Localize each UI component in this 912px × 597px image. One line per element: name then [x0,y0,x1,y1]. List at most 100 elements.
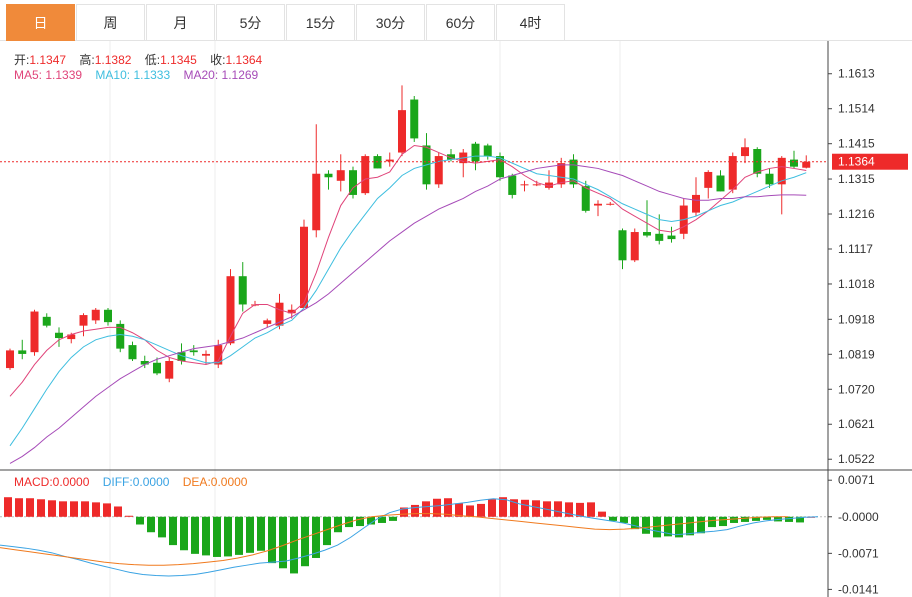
high-value: 1.1382 [94,53,132,67]
ma20-label: MA20: [183,68,219,82]
ma10-line [9,155,807,447]
candlestick-series [6,85,811,383]
candle-body-36 [447,154,455,160]
tab-1[interactable]: 周 [76,4,145,41]
macd-bar-2 [26,498,34,517]
diff-value: 0.0000 [132,475,170,489]
candle-body-25 [312,173,321,231]
candle-body-27 [336,170,345,181]
candle-body-19 [238,276,247,305]
current-price-label: 1.1364 [838,155,875,169]
macd-bar-22 [246,516,254,553]
ma-legend: MA5: 1.1339 MA10: 1.1333 MA20: 1.1269 [14,68,268,82]
ma10-value: 1.1333 [133,68,171,82]
candle-body-9 [116,323,125,349]
candle-body-46 [569,159,578,185]
ma20-line [9,164,807,464]
macd-bar-42 [466,505,474,517]
macd-bar-34 [378,516,386,523]
candle-body-59 [728,156,737,190]
candle-body-63 [777,157,786,185]
price-tick-label-4: 1.1216 [838,207,875,221]
macd-bar-28 [312,516,320,558]
price-tick-label-0: 1.1613 [838,67,875,81]
candle-body-32 [398,110,406,153]
macd-bar-19 [213,516,221,557]
macd-bar-15 [169,516,177,546]
macd-bar-45 [499,497,507,517]
macd-bar-50 [554,501,562,517]
tab-7[interactable]: 4时 [496,4,565,41]
price-tick-label-7: 1.0918 [838,312,875,326]
macd-bar-18 [202,516,210,556]
candle-body-50 [618,230,627,261]
candle-body-3 [42,316,51,326]
macd-bar-14 [158,516,166,538]
macd-bar-29 [323,516,331,546]
macd-bar-3 [37,499,45,517]
macd-bar-23 [257,516,265,551]
candle-body-14 [177,352,186,361]
macd-bar-25 [279,516,287,569]
candle-body-23 [287,309,296,314]
macd-axis: 0.0071 -0.0000 -0.0071 -0.0141 [828,473,879,596]
macd-bar-5 [59,501,67,517]
macd-bar-62 [686,516,694,536]
candle-body-18 [226,276,235,344]
price-axis: 1.1613 1.1514 1.1415 1.1315 1.1216 1.1117 1.10… [0,67,908,466]
candle-body-38 [471,143,480,162]
macd-bar-58 [642,516,650,534]
candle-body-40 [496,156,504,178]
candle-body-29 [361,156,370,194]
macd-bar-66 [730,516,738,523]
candle-body-62 [765,173,774,185]
price-tick-label-5: 1.1117 [838,242,873,256]
macd-bar-61 [675,516,683,538]
macd-bar-65 [719,516,727,527]
macd-panel [0,497,828,577]
candle-body-21 [263,320,272,324]
tab-0[interactable]: 日 [6,4,75,41]
price-tick-label-8: 1.0819 [838,347,875,361]
candle-body-8 [104,309,112,323]
candle-body-13 [165,361,174,379]
current-price-badge [832,153,908,170]
price-chart: 1.1613 1.1514 1.1415 1.1315 1.1216 1.1117 1.10… [0,41,912,597]
macd-bar-6 [70,501,78,517]
macd-bar-16 [180,516,188,551]
macd-bar-40 [444,498,452,517]
price-tick-label-1: 1.1514 [838,102,875,116]
candle-body-2 [30,311,39,353]
candle-body-41 [508,175,517,195]
open-value: 1.1347 [29,53,67,67]
macd-bar-24 [268,516,276,564]
candle-body-28 [349,170,357,195]
candle-body-17 [214,345,223,365]
macd-bar-35 [389,516,397,521]
dea-line [0,513,788,566]
ma5-line [9,144,807,397]
ma10-label: MA10: [95,68,131,82]
macd-bar-56 [620,516,628,523]
macd-bar-11 [125,515,133,517]
candle-body-48 [594,203,602,206]
candle-body-58 [716,175,725,192]
tab-3[interactable]: 5分 [216,4,285,41]
macd-bar-8 [92,502,100,517]
candle-body-64 [790,159,798,167]
tab-2[interactable]: 月 [146,4,215,41]
macd-bar-71 [785,516,793,522]
macd-bar-41 [455,503,463,517]
tab-5[interactable]: 30分 [356,4,425,41]
macd-bar-54 [598,511,606,517]
tab-4[interactable]: 15分 [286,4,355,41]
candle-body-65 [802,161,811,168]
close-label: 收: [210,53,226,67]
candle-body-53 [655,233,664,241]
macd-bar-4 [48,500,56,517]
candle-body-51 [630,232,639,261]
candle-body-30 [373,156,382,169]
macd-bar-64 [708,516,716,528]
ma5-label: MA5: [14,68,43,82]
tab-6[interactable]: 60分 [426,4,495,41]
